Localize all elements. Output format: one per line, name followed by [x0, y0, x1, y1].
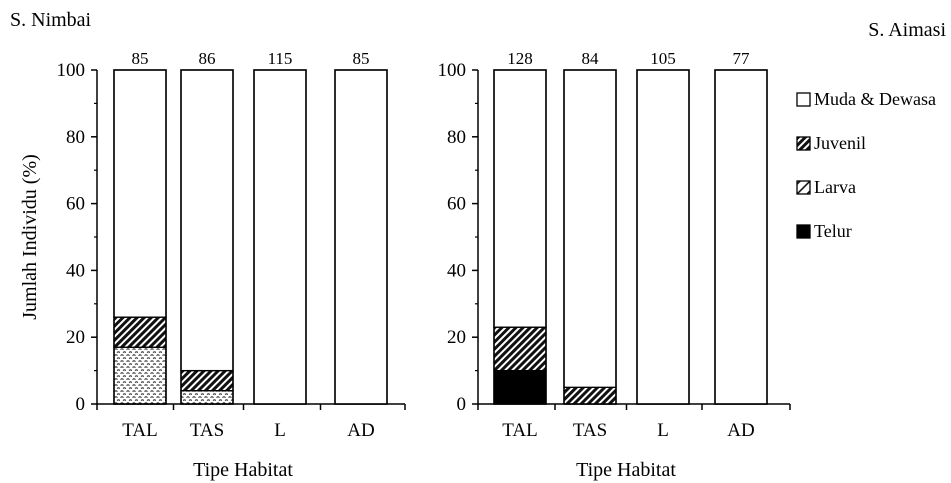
y-tick-label: 20: [447, 327, 466, 348]
x-tick-label-tas: TAS: [573, 420, 607, 441]
y-axis-title: Jumlah Individu (%): [19, 154, 41, 320]
bar-outline-ad: [714, 69, 768, 405]
y-tick-label: 100: [57, 60, 86, 81]
y-tick-label: 80: [447, 127, 466, 148]
bar-total-label-tal: 85: [132, 49, 149, 68]
bar-segment-telur-tal: [493, 369, 547, 405]
panel-title-aimasi: S. Aimasi: [868, 19, 946, 41]
y-tick-label: 40: [66, 260, 85, 281]
bar-segment-muda-tas: [180, 69, 234, 372]
x-tick-label-tas: TAS: [190, 420, 224, 441]
bar-total-label-tas: 86: [199, 49, 216, 68]
plot-area-aimasi: 0 20 40 60 80 100 TAL 128 TAS 84 L 105 AD 77: [438, 49, 791, 441]
bar-outline-tal: [113, 69, 167, 405]
bar-segment-muda-l: [253, 69, 307, 405]
x-tick-label-tal: TAL: [122, 420, 157, 441]
bar-segment-muda-ad: [334, 69, 388, 405]
bar-segment-larva-tal: [113, 346, 167, 405]
y-tick-label: 0: [76, 394, 86, 415]
legend: Muda & Dewasa Juvenil Larva Telur: [796, 89, 936, 241]
bar-segment-juvenil-tas: [180, 369, 234, 392]
legend-label-larva: Larva: [814, 177, 856, 197]
y-tick-label: 60: [447, 194, 466, 215]
bar-segment-muda-tal: [113, 69, 167, 318]
bar-segment-muda-l: [636, 69, 690, 405]
x-tick-label-ad: AD: [727, 420, 754, 441]
bar-segment-larva-tas: [180, 389, 234, 405]
y-tick-label: 40: [447, 260, 466, 281]
bar-segment-muda-tas: [563, 69, 617, 388]
x-axis-title-nimbai: Tipe Habitat: [193, 459, 293, 481]
x-axis-title-aimasi: Tipe Habitat: [576, 459, 676, 481]
bar-outline-ad: [334, 69, 388, 405]
bar-total-label-ad: 77: [733, 49, 751, 68]
x-tick-label-l: L: [657, 420, 669, 441]
bar-segment-juvenil-tas: [563, 386, 617, 405]
panel-aimasi: S. Aimasi Tipe Habitat 0 20 40 60 80 100 TAL 12…: [438, 19, 947, 481]
bar-total-label-tas: 84: [582, 49, 600, 68]
legend-swatch-juvenil: [796, 136, 811, 151]
legend-swatch-larva: [796, 180, 811, 195]
y-tick-label: 20: [66, 327, 85, 348]
bar-segment-muda-tal: [493, 69, 547, 328]
bar-outline-tas: [180, 69, 234, 405]
legend-swatch-telur: [796, 224, 811, 239]
x-tick-label-ad: AD: [347, 420, 374, 441]
y-tick-label: 60: [66, 194, 85, 215]
y-tick-label: 80: [66, 127, 85, 148]
bar-total-label-ad: 85: [353, 49, 370, 68]
bar-segment-juvenil-tal: [113, 316, 167, 348]
legend-label-juvenil: Juvenil: [814, 133, 866, 153]
bar-segment-juvenil-tal: [493, 326, 547, 372]
bar-outline-tal: [493, 69, 547, 405]
bar-total-label-tal: 128: [507, 49, 533, 68]
bar-total-label-l: 105: [650, 49, 676, 68]
x-tick-label-l: L: [274, 420, 286, 441]
legend-label-telur: Telur: [814, 221, 852, 241]
panel-title-nimbai: S. Nimbai: [10, 9, 92, 31]
bar-segment-muda-ad: [714, 69, 768, 405]
bar-outline-l: [253, 69, 307, 405]
x-tick-label-tal: TAL: [502, 420, 537, 441]
legend-swatch-muda: [796, 92, 811, 107]
panel-nimbai: S. Nimbai Jumlah Individu (%) Tipe Habit…: [10, 9, 406, 481]
bar-outline-l: [636, 69, 690, 405]
bar-total-label-l: 115: [268, 49, 293, 68]
bar-outline-tas: [563, 69, 617, 405]
y-tick-label: 0: [457, 394, 467, 415]
legend-label-muda: Muda & Dewasa: [814, 89, 936, 109]
plot-area-nimbai: 0 20 40 60 80 100 TAL 85 TAS 86 L 115 AD 85: [57, 49, 406, 441]
y-tick-label: 100: [438, 60, 467, 81]
